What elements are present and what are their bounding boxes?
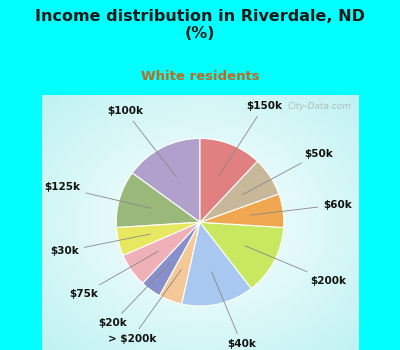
Text: > $200k: > $200k — [108, 270, 182, 344]
Wedge shape — [160, 222, 200, 304]
Wedge shape — [116, 173, 200, 228]
Wedge shape — [143, 222, 200, 296]
Wedge shape — [200, 194, 284, 228]
Wedge shape — [200, 139, 257, 222]
Text: $200k: $200k — [245, 246, 346, 286]
Wedge shape — [123, 222, 200, 284]
Wedge shape — [116, 222, 200, 256]
Text: $50k: $50k — [242, 149, 333, 195]
Text: $150k: $150k — [219, 101, 282, 175]
Wedge shape — [200, 161, 279, 222]
Text: White residents: White residents — [141, 70, 259, 83]
Wedge shape — [132, 139, 200, 222]
Text: $20k: $20k — [98, 263, 170, 328]
Text: City-Data.com: City-Data.com — [288, 102, 352, 111]
Text: Income distribution in Riverdale, ND
(%): Income distribution in Riverdale, ND (%) — [35, 9, 365, 41]
Text: $30k: $30k — [50, 234, 150, 256]
Text: $60k: $60k — [250, 200, 352, 215]
Text: $40k: $40k — [212, 272, 256, 349]
Wedge shape — [182, 222, 251, 306]
Wedge shape — [200, 222, 284, 288]
Text: $75k: $75k — [69, 251, 158, 299]
Text: $125k: $125k — [44, 182, 151, 208]
Text: $100k: $100k — [107, 106, 176, 177]
